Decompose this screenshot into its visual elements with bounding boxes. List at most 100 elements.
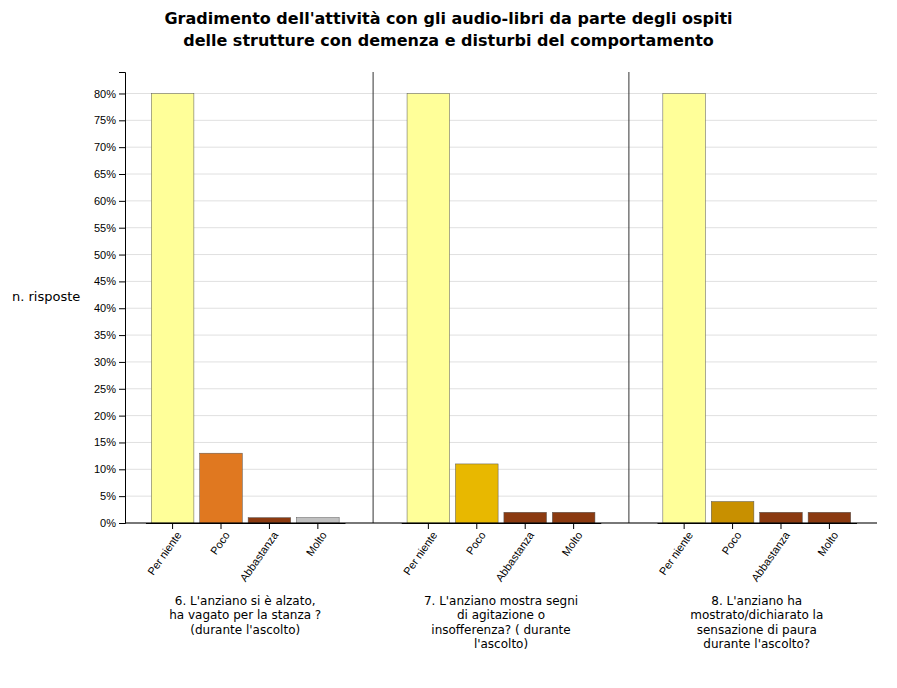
- bar: [151, 93, 194, 523]
- y-tick-label: 30%: [94, 356, 116, 368]
- x-tick: Abbastanza: [493, 523, 537, 584]
- x-tick-label: Poco: [719, 529, 743, 556]
- x-tick: Per niente: [401, 523, 440, 577]
- x-tick: Abbastanza: [749, 523, 793, 584]
- x-tick-mark: [829, 523, 830, 529]
- grid-line: [125, 93, 877, 94]
- y-tick-mark: [119, 389, 125, 390]
- x-tick: Molto: [815, 523, 840, 558]
- x-tick-label: Molto: [559, 529, 584, 558]
- y-axis-line: [119, 73, 126, 524]
- subtitle: delle strutture con demenza e disturbi d…: [183, 31, 714, 50]
- x-tick-mark: [684, 523, 685, 529]
- y-tick-label: 65%: [94, 168, 116, 180]
- y-tick: 55%: [94, 222, 125, 234]
- group-label: 7. L'anziano mostra segnidi agitazione o…: [424, 594, 578, 651]
- y-tick-label: 70%: [94, 141, 116, 153]
- x-tick: Per niente: [145, 523, 184, 577]
- y-tick-label: 55%: [94, 222, 116, 234]
- y-tick-label: 40%: [94, 302, 116, 314]
- y-tick: 70%: [94, 141, 125, 153]
- grid-line: [125, 120, 877, 121]
- y-tick: 25%: [94, 383, 125, 395]
- group-label: 6. L'anziano si è alzato,ha vagato per l…: [169, 594, 321, 637]
- chart: Gradimento dell'attività con gli audio-l…: [0, 0, 897, 688]
- bar: [504, 512, 547, 523]
- x-tick-mark: [317, 523, 318, 529]
- y-tick-mark: [119, 469, 125, 470]
- grid: [125, 93, 877, 523]
- y-tick: 10%: [94, 463, 125, 475]
- bars: [151, 93, 850, 523]
- bar-group: [663, 93, 851, 523]
- x-tick-mark: [221, 523, 222, 529]
- baseline: [125, 523, 877, 524]
- y-tick: 15%: [94, 436, 125, 448]
- x-axis: Per niente PocoAbbastanza Molto: [401, 523, 601, 584]
- x-tick-label: Poco: [208, 529, 232, 556]
- y-tick: 20%: [94, 410, 125, 422]
- y-tick-label: 75%: [94, 114, 116, 126]
- y-tick: 60%: [94, 195, 125, 207]
- bar: [808, 512, 851, 523]
- x-tick-mark: [269, 523, 270, 529]
- x-tick-mark: [573, 523, 574, 529]
- y-tick-label: 20%: [94, 410, 116, 422]
- y-tick: 65%: [94, 168, 125, 180]
- y-tick-mark: [119, 281, 125, 282]
- y-tick: 0%: [100, 517, 125, 529]
- grid-line: [125, 281, 877, 282]
- x-tick-mark: [780, 523, 781, 529]
- x-tick: Poco: [719, 523, 743, 557]
- y-tick-label: 15%: [94, 436, 116, 448]
- grid-line: [125, 415, 877, 416]
- grid-line: [125, 308, 877, 309]
- y-tick: 75%: [94, 114, 125, 126]
- y-tick-label: 35%: [94, 329, 116, 341]
- title: Gradimento dell'attività con gli audio-l…: [164, 9, 732, 28]
- y-tick-mark: [119, 442, 125, 443]
- group-label: 8. L'anziano hamostrato/dichiarato lasen…: [690, 594, 823, 651]
- y-tick-mark: [119, 523, 125, 524]
- bar: [455, 464, 498, 523]
- group-separator: [373, 72, 374, 523]
- y-tick-label: 10%: [94, 463, 116, 475]
- group-separator: [628, 72, 629, 523]
- grid-line: [125, 200, 877, 201]
- y-tick: 30%: [94, 356, 125, 368]
- y-tick-mark: [119, 201, 125, 202]
- y-axis-title: n. risposte: [12, 289, 80, 304]
- grid-line: [125, 388, 877, 389]
- x-tick: Poco: [464, 523, 488, 557]
- y-tick-label: 45%: [94, 275, 116, 287]
- bar: [760, 512, 803, 523]
- y-tick-mark: [119, 93, 125, 94]
- y-tick-label: 25%: [94, 383, 116, 395]
- grid-line: [125, 361, 877, 362]
- bar: [407, 93, 450, 523]
- x-tick-label: Abbastanza: [237, 528, 281, 583]
- bar: [552, 512, 595, 523]
- y-tick-mark: [119, 496, 125, 497]
- y-tick-mark: [119, 362, 125, 363]
- x-tick-label: Molto: [815, 529, 840, 558]
- y-tick-label: 50%: [94, 249, 116, 261]
- y-tick: 5%: [100, 490, 125, 502]
- bar-group: [407, 93, 595, 523]
- plot: Per nientePocoAbbastanzaMoltoPer nienteP…: [94, 72, 877, 584]
- y-axis: 0% 5% 10% 15% 20% 25% 30% 35% 40% 45% 50% 55% 60% 65%…: [94, 73, 126, 530]
- grid-line: [125, 523, 877, 524]
- x-tick-label: Per niente: [145, 529, 184, 577]
- y-tick-mark: [119, 255, 125, 256]
- y-tick-mark: [119, 335, 125, 336]
- x-tick-label: Per niente: [401, 529, 440, 577]
- grid-line: [125, 147, 877, 148]
- x-tick-label: Per niente: [657, 529, 696, 577]
- x-tick: Abbastanza: [237, 523, 281, 584]
- y-tick-label: 5%: [100, 490, 116, 502]
- bar: [711, 502, 754, 523]
- bar: [200, 453, 243, 523]
- x-axis: Per nientePocoAbbastanzaMolto: [145, 523, 345, 584]
- x-tick: Per niente: [657, 523, 696, 577]
- grid-line: [125, 227, 877, 228]
